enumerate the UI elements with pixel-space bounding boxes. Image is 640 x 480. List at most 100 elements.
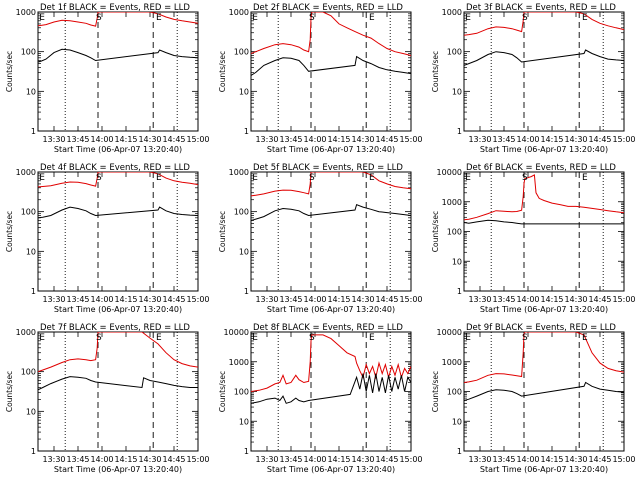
series-line-lld xyxy=(38,172,198,188)
annotation-e: E xyxy=(582,13,588,23)
series-line-lld xyxy=(251,334,411,392)
y-tick-label: 1000 xyxy=(16,328,36,337)
x-tick-label: 14:00 xyxy=(90,455,113,464)
annotation-e: E xyxy=(465,333,471,343)
annotation-e: E xyxy=(369,13,375,23)
subplot-det-7: Det 7f BLACK = Events, RED = LLD 1 10 100 10… xyxy=(5,323,210,474)
y-tick-label: 10 xyxy=(26,247,36,256)
y-tick-label: 10 xyxy=(239,87,249,96)
series-line-lld xyxy=(464,332,624,383)
subplot-det-8: Det 8f BLACK = Events, RED = LLD 1 10 100 10… xyxy=(218,323,423,474)
y-tick-label: 10 xyxy=(452,87,462,96)
x-axis-label: Start Time (06-Apr-07 13:20:40) xyxy=(54,145,182,154)
y-tick-label: 1000 xyxy=(229,358,249,367)
annotation-s: S xyxy=(522,333,528,343)
x-tick-label: 14:15 xyxy=(327,295,350,304)
y-tick-label: 10000 xyxy=(224,328,249,337)
annotation-s: S xyxy=(309,173,315,183)
y-tick-label: 10 xyxy=(26,87,36,96)
annotation-s: S xyxy=(309,13,315,23)
y-tick-label: 1 xyxy=(31,127,36,136)
x-tick-label: 14:00 xyxy=(516,135,539,144)
x-tick-label: 14:45 xyxy=(588,455,611,464)
series-line-lld xyxy=(464,174,624,221)
x-tick-label: 15:00 xyxy=(612,295,635,304)
x-tick-label: 14:30 xyxy=(138,455,161,464)
y-tick-label: 10 xyxy=(26,407,36,416)
y-tick-label: 1 xyxy=(457,127,462,136)
x-tick-label: 13:45 xyxy=(66,135,89,144)
y-tick-label: 1000 xyxy=(229,168,249,177)
y-axis-label: Counts/sec xyxy=(431,51,440,92)
x-tick-label: 15:00 xyxy=(186,455,209,464)
series-line-events xyxy=(38,48,198,63)
y-axis-label: Counts/sec xyxy=(218,371,227,412)
plot-frame xyxy=(250,171,412,292)
x-tick-label: 14:15 xyxy=(327,135,350,144)
x-tick-label: 14:15 xyxy=(114,455,137,464)
plot-frame xyxy=(37,171,199,292)
x-tick-label: 14:30 xyxy=(564,455,587,464)
x-tick-label: 14:15 xyxy=(114,135,137,144)
plot-frame xyxy=(37,11,199,132)
y-tick-label: 1 xyxy=(457,447,462,456)
series-line-lld xyxy=(38,12,198,27)
y-axis-label: Counts/sec xyxy=(218,51,227,92)
x-axis-label: Start Time (06-Apr-07 13:20:40) xyxy=(480,465,608,474)
y-tick-label: 1000 xyxy=(442,198,462,207)
y-tick-label: 100 xyxy=(234,388,249,397)
subplot-det-2: Det 2f BLACK = Events, RED = LLD 1 10 100 10… xyxy=(218,3,423,154)
annotation-e: E xyxy=(252,173,258,183)
y-tick-label: 1 xyxy=(244,447,249,456)
x-tick-label: 13:45 xyxy=(279,455,302,464)
plot-frame xyxy=(37,331,199,452)
series-line-events xyxy=(251,373,411,404)
x-axis-label: Start Time (06-Apr-07 13:20:40) xyxy=(480,305,608,314)
annotation-e: E xyxy=(156,333,162,343)
subplot-det-4: Det 4f BLACK = Events, RED = LLD 1 10 100 10… xyxy=(5,163,210,314)
y-axis-label: Counts/sec xyxy=(5,371,14,412)
y-axis-label: Counts/sec xyxy=(431,211,440,252)
y-tick-label: 10000 xyxy=(437,328,462,337)
x-tick-label: 13:30 xyxy=(468,455,491,464)
y-tick-label: 1 xyxy=(31,447,36,456)
x-tick-label: 15:00 xyxy=(612,135,635,144)
x-tick-label: 13:45 xyxy=(492,455,515,464)
x-tick-label: 14:30 xyxy=(564,295,587,304)
subplot-det-1: Det 1f BLACK = Events, RED = LLD 1 10 100 10… xyxy=(5,3,210,154)
plot-frame xyxy=(463,11,625,132)
x-tick-label: 14:30 xyxy=(138,135,161,144)
x-tick-label: 14:00 xyxy=(90,135,113,144)
x-tick-label: 14:45 xyxy=(162,135,185,144)
annotation-e: E xyxy=(39,173,45,183)
plot-frame xyxy=(250,331,412,452)
subplot-title: Det 8f BLACK = Events, RED = LLD xyxy=(253,323,403,333)
y-tick-label: 10 xyxy=(452,257,462,266)
x-tick-label: 13:45 xyxy=(279,295,302,304)
x-tick-label: 15:00 xyxy=(612,455,635,464)
x-tick-label: 14:45 xyxy=(162,455,185,464)
series-line-lld xyxy=(464,12,624,36)
annotation-e: E xyxy=(39,333,45,343)
subplot-title: Det 1f BLACK = Events, RED = LLD xyxy=(40,3,190,13)
series-line-events xyxy=(464,381,624,401)
x-axis-label: Start Time (06-Apr-07 13:20:40) xyxy=(267,305,395,314)
x-tick-label: 14:15 xyxy=(540,455,563,464)
annotation-s: S xyxy=(96,173,102,183)
x-axis-label: Start Time (06-Apr-07 13:20:40) xyxy=(480,145,608,154)
x-tick-label: 15:00 xyxy=(399,135,422,144)
x-tick-label: 14:30 xyxy=(564,135,587,144)
annotation-e: E xyxy=(582,173,588,183)
x-tick-label: 13:45 xyxy=(492,135,515,144)
x-tick-label: 15:00 xyxy=(186,135,209,144)
y-tick-label: 100 xyxy=(447,388,462,397)
x-tick-label: 15:00 xyxy=(399,295,422,304)
x-tick-label: 14:30 xyxy=(351,295,374,304)
annotation-e: E xyxy=(465,13,471,23)
annotation-e: E xyxy=(369,173,375,183)
x-tick-label: 13:30 xyxy=(42,455,65,464)
x-tick-label: 13:45 xyxy=(66,455,89,464)
x-tick-label: 14:00 xyxy=(303,455,326,464)
x-tick-label: 14:15 xyxy=(540,295,563,304)
